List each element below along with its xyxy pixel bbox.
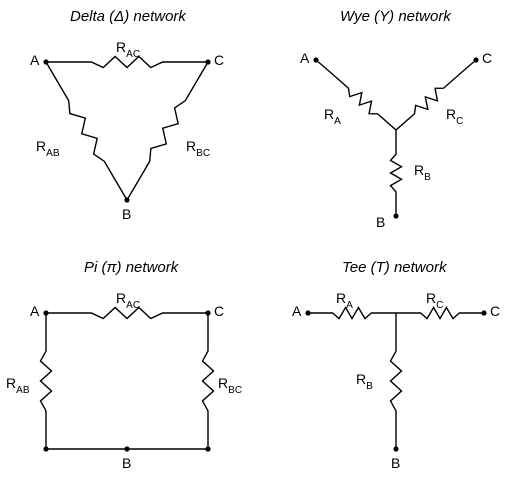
node-B [393,213,398,218]
node-A [305,310,310,315]
node-A [313,57,318,62]
resistor-label-RBC: RBC [186,138,210,158]
node-C [205,59,210,64]
node-B [124,446,129,451]
node-label-A: A [30,52,39,68]
node-label-B: B [391,455,400,471]
node-label-C: C [214,52,224,68]
node-B [124,197,129,202]
node-label-B: B [376,214,385,230]
node-BL [43,446,48,451]
node-C [473,57,478,62]
node-C [481,310,486,315]
resistor-RAB [41,313,52,449]
node-label-B: B [122,206,131,222]
pi-network-panel: Pi (π) network RACRABRBCACB [0,251,264,502]
resistor-label-RC: RC [426,290,443,310]
resistor-RB [391,313,402,449]
node-label-C: C [490,303,500,319]
resistor-label-RA: RA [324,106,341,126]
resistor-label-RB: RB [356,371,373,391]
node-B [393,446,398,451]
node-label-C: C [214,303,224,319]
resistor-RBC [203,313,214,449]
resistor-label-RAC: RAC [116,39,140,59]
delta-network-panel: Delta (Δ) network RACRABRBCACB [0,0,264,251]
tee-network-panel: Tee (T) network RARCRBACB [264,251,528,502]
resistor-RB [391,130,402,216]
resistor-label-RAC: RAC [116,290,140,310]
node-label-A: A [292,303,301,319]
delta-diagram [0,0,264,251]
node-label-B: B [122,455,131,471]
wye-diagram [264,0,528,251]
resistor-label-RAB: RAB [6,375,30,395]
node-A [43,310,48,315]
resistor-label-RAB: RAB [36,138,60,158]
resistor-RAB [46,62,127,200]
node-C [205,310,210,315]
resistor-label-RC: RC [446,106,463,126]
wye-network-panel: Wye (Y) network RARCRBACB [264,0,528,251]
resistor-label-RB: RB [414,162,431,182]
node-BR [205,446,210,451]
node-label-C: C [482,50,492,66]
node-label-A: A [30,303,39,319]
resistor-label-RA: RA [336,290,353,310]
node-A [43,59,48,64]
resistor-label-RBC: RBC [218,375,242,395]
resistor-RBC [127,62,208,200]
node-label-A: A [300,50,309,66]
